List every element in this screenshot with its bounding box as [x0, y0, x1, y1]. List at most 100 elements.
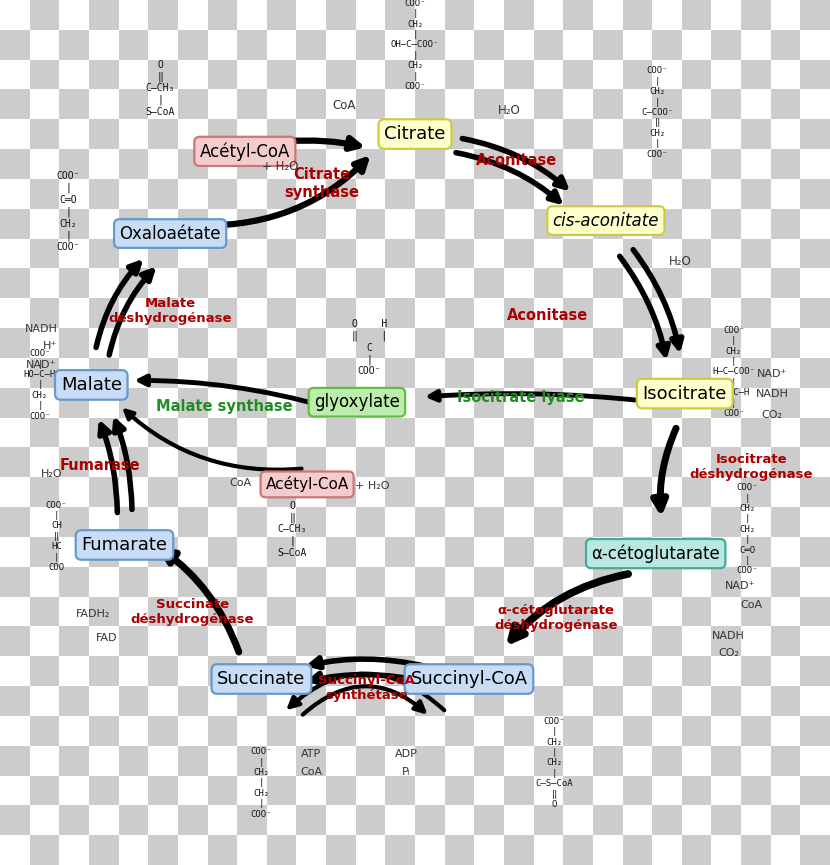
Bar	[296, 686, 326, 716]
Bar	[149, 208, 178, 239]
Bar	[445, 836, 474, 865]
Bar	[415, 89, 445, 119]
Bar	[445, 746, 474, 776]
Bar	[711, 0, 741, 29]
Text: + H₂O: + H₂O	[354, 481, 389, 491]
Bar	[178, 836, 208, 865]
Bar	[0, 268, 30, 298]
Bar	[415, 836, 445, 865]
Text: O    H
‖    |
C
|
COO⁻: O H ‖ | C | COO⁻	[352, 319, 387, 376]
Text: Fumarase: Fumarase	[59, 458, 140, 473]
Bar	[119, 626, 149, 657]
Bar	[385, 388, 415, 418]
Bar	[59, 298, 89, 328]
Bar	[652, 657, 681, 686]
Bar	[149, 388, 178, 418]
Bar	[800, 119, 830, 149]
Bar	[415, 358, 445, 388]
Text: NADH: NADH	[755, 389, 788, 400]
Bar	[415, 626, 445, 657]
Bar	[741, 119, 771, 149]
Bar	[266, 477, 296, 507]
Bar	[711, 836, 741, 865]
Bar	[178, 418, 208, 447]
Bar	[0, 239, 30, 268]
Bar	[208, 89, 237, 119]
Bar	[415, 746, 445, 776]
Bar	[30, 298, 59, 328]
Bar	[445, 507, 474, 537]
Bar	[296, 746, 326, 776]
Bar	[445, 686, 474, 716]
Bar	[622, 447, 652, 477]
Bar	[622, 119, 652, 149]
Bar	[59, 239, 89, 268]
Bar	[800, 805, 830, 836]
Bar	[711, 60, 741, 89]
Bar	[504, 268, 534, 298]
Bar	[415, 686, 445, 716]
Bar	[800, 29, 830, 60]
Bar	[0, 418, 30, 447]
Bar	[622, 239, 652, 268]
Bar	[415, 477, 445, 507]
Bar	[356, 716, 385, 746]
Bar	[534, 716, 564, 746]
Bar	[681, 239, 711, 268]
Text: Oxaloaétate: Oxaloaétate	[120, 225, 221, 242]
Bar	[445, 477, 474, 507]
Bar	[296, 239, 326, 268]
Bar	[564, 0, 593, 29]
Bar	[119, 507, 149, 537]
Bar	[149, 746, 178, 776]
Bar	[0, 119, 30, 149]
Bar	[681, 447, 711, 477]
Bar	[534, 626, 564, 657]
Bar	[30, 836, 59, 865]
Bar	[356, 328, 385, 358]
Bar	[0, 776, 30, 805]
Bar	[89, 358, 119, 388]
Bar	[593, 119, 622, 149]
Bar	[564, 388, 593, 418]
Bar	[622, 686, 652, 716]
Bar	[681, 29, 711, 60]
Bar	[445, 447, 474, 477]
Bar	[178, 119, 208, 149]
Bar	[800, 149, 830, 179]
Bar	[534, 805, 564, 836]
Bar	[326, 626, 356, 657]
Bar	[89, 89, 119, 119]
Bar	[741, 805, 771, 836]
Bar	[800, 418, 830, 447]
Bar	[504, 328, 534, 358]
Bar	[681, 657, 711, 686]
Bar	[119, 716, 149, 746]
Bar	[149, 836, 178, 865]
Bar	[0, 597, 30, 626]
Bar	[564, 836, 593, 865]
Text: FAD: FAD	[95, 633, 117, 644]
Bar	[208, 239, 237, 268]
Bar	[445, 208, 474, 239]
Bar	[800, 686, 830, 716]
Bar	[534, 149, 564, 179]
Bar	[534, 358, 564, 388]
Bar	[474, 358, 504, 388]
Bar	[119, 208, 149, 239]
Bar	[681, 776, 711, 805]
Bar	[445, 29, 474, 60]
Bar	[208, 328, 237, 358]
Bar	[534, 179, 564, 208]
Bar	[564, 776, 593, 805]
Text: Isocitrate: Isocitrate	[642, 385, 727, 402]
Bar	[771, 119, 800, 149]
Text: CoA: CoA	[333, 99, 356, 112]
Bar	[711, 626, 741, 657]
Bar	[474, 239, 504, 268]
Bar	[771, 418, 800, 447]
Bar	[30, 60, 59, 89]
Bar	[0, 626, 30, 657]
Text: + H₂O: + H₂O	[262, 159, 299, 173]
Bar	[89, 836, 119, 865]
